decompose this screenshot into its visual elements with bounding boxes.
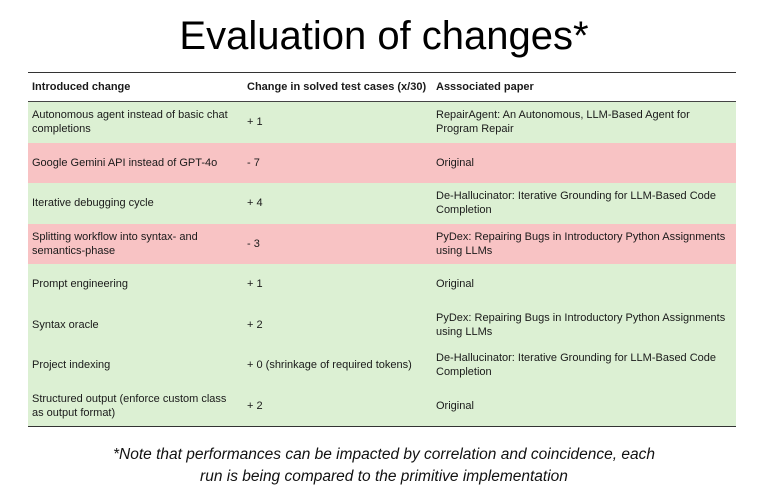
change-cell: Syntax oracle [32,318,99,331]
changes-table: Introduced change Change in solved test … [28,72,736,427]
table-row: Splitting workflow into syntax- and sema… [28,223,736,264]
delta-cell: + 0 (shrinkage of required tokens) [247,359,412,372]
delta-cell: - 7 [247,156,260,169]
footnote-line-2: run is being compared to the primitive i… [200,468,568,485]
table-row: Google Gemini API instead of GPT-4o - 7 Or… [28,142,736,183]
table-row: Project indexing + 0 (shrinkage of requir… [28,345,736,386]
header-associated-paper: Asssociated paper [436,81,534,93]
table-row: Iterative debugging cycle + 4 De-Hallucina… [28,183,736,224]
paper-cell: PyDex: Repairing Bugs in Introductory Py… [436,311,726,338]
table-row: Autonomous agent instead of basic chat c… [28,102,736,143]
change-cell: Autonomous agent instead of basic chat c… [32,109,228,136]
change-cell: Splitting workflow into syntax- and sema… [32,230,198,257]
footnote-line-1: *Note that performances can be impacted … [113,446,655,463]
change-cell: Google Gemini API instead of GPT-4o [32,156,218,169]
paper-cell: De-Hallucinator: Iterative Grounding for… [436,352,717,379]
delta-cell: + 1 [247,278,263,291]
change-cell: Project indexing [32,359,111,372]
delta-cell: + 1 [247,116,263,129]
paper-cell: RepairAgent: An Autonomous, LLM-Based Ag… [436,109,690,136]
header-introduced-change: Introduced change [32,81,131,93]
paper-cell: De-Hallucinator: Iterative Grounding for… [436,190,717,217]
footnote: *Note that performances can be impacted … [0,444,768,488]
change-cell: Prompt engineering [32,278,129,291]
table-row: Syntax oracle + 2 PyDex: Repairing Bugs in… [28,304,736,345]
paper-cell: Original [436,278,474,291]
delta-cell: - 3 [247,237,260,250]
page-title: Evaluation of changes* [179,14,589,58]
header-solved-test-cases: Change in solved test cases (x/30) [247,81,427,93]
delta-cell: + 2 [247,399,263,412]
paper-cell: Original [436,399,474,412]
table-row: Structured output (enforce custom class … [28,385,736,426]
paper-cell: Original [436,156,474,169]
table-header-row: Introduced change Change in solved test … [28,73,736,102]
change-cell: Iterative debugging cycle [32,197,154,210]
paper-cell: PyDex: Repairing Bugs in Introductory Py… [436,230,726,257]
change-cell: Structured output (enforce custom class … [32,392,227,419]
table-body: Autonomous agent instead of basic chat c… [28,102,736,426]
delta-cell: + 4 [247,197,263,210]
table-row: Prompt engineering + 1 Original [28,264,736,305]
delta-cell: + 2 [247,318,263,331]
